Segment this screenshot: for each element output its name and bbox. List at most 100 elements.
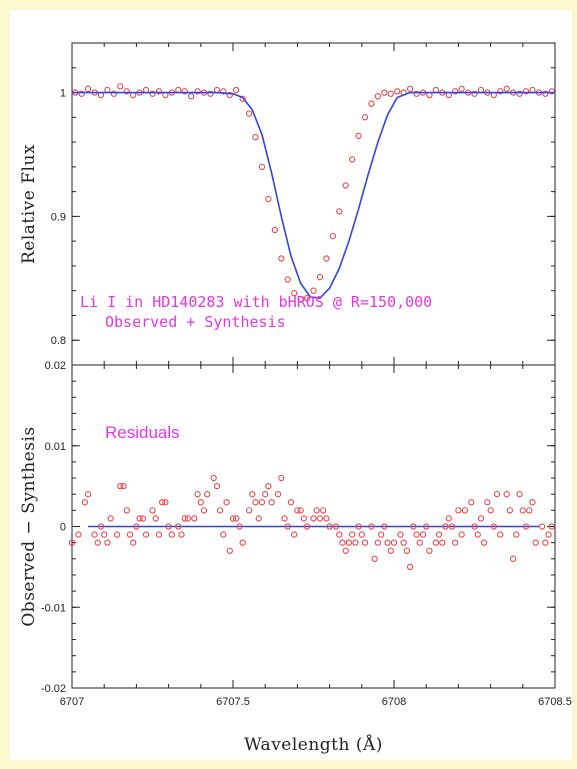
top-observed-point (336, 208, 343, 215)
top-observed-point (284, 276, 291, 283)
bottom-residuals-point (91, 531, 98, 538)
bottom-residuals-point (529, 499, 536, 506)
bottom-y-tick-label: 0 (60, 522, 66, 534)
top-observed-point (278, 255, 285, 262)
top-observed-point (155, 88, 163, 95)
bottom-residuals-point (265, 482, 272, 490)
bottom-residuals-point (387, 547, 394, 554)
top-observed-point (310, 287, 317, 294)
top-observed-point (233, 86, 240, 94)
bottom-residuals-point (390, 539, 398, 546)
bottom-residuals-point (245, 507, 253, 514)
bottom-residuals-point (123, 507, 130, 514)
top-observed-point (220, 88, 227, 95)
top-observed-point (181, 88, 188, 95)
bottom-residuals-point (506, 507, 514, 514)
bottom-residuals-point (284, 523, 291, 530)
bottom-residuals-point (213, 482, 221, 490)
bottom-residuals-point (368, 523, 375, 530)
top-observed-point (323, 255, 330, 262)
bottom-residuals-point (81, 499, 89, 506)
top-observed-point (149, 90, 156, 97)
bottom-residuals-point (442, 523, 449, 530)
bottom-residuals-point (278, 474, 285, 482)
bottom-residuals-point (406, 563, 414, 571)
bottom-residuals-point (320, 507, 327, 514)
bottom-residuals-point (262, 491, 269, 498)
bottom-residuals-point (313, 507, 320, 514)
top-observed-point (355, 132, 362, 140)
bottom-residuals-point (374, 539, 382, 546)
bottom-residuals-point (526, 507, 533, 514)
bottom-residuals-point (484, 499, 491, 506)
bottom-residuals-point (336, 531, 343, 538)
bottom-residuals-point (233, 515, 240, 522)
x-axis-label: Wavelength (Å) (244, 734, 383, 755)
bottom-y-tick-label: 0.01 (45, 441, 66, 453)
bottom-residuals-point (461, 507, 468, 514)
bottom-residuals-point (439, 539, 446, 546)
bottom-residuals-point (94, 539, 101, 546)
bottom-residuals-point (490, 523, 497, 530)
top-y-tick-label: 0.8 (51, 335, 66, 347)
top-observed-point (78, 90, 85, 97)
x-tick-label: 6708 (382, 696, 406, 708)
x-tick-label: 6708.5 (538, 696, 572, 708)
bottom-residuals-point (178, 531, 185, 538)
bottom-residuals-point (120, 482, 127, 490)
bottom-residuals-point (516, 491, 523, 498)
bottom-residuals-point (513, 531, 520, 538)
top-observed-point (329, 233, 336, 240)
bottom-residuals-point (493, 491, 501, 498)
bottom-residuals-point (291, 531, 298, 538)
bottom-residuals-point (162, 499, 169, 506)
bottom-residuals-point (159, 499, 166, 506)
top-observed-point (452, 88, 459, 95)
bottom-y-tick-label: 0.02 (45, 360, 66, 372)
bottom-residuals-point (181, 515, 188, 522)
top-observed-point (265, 195, 272, 203)
bottom-residuals-point (522, 523, 530, 530)
bottom-residuals-point (468, 499, 475, 506)
bottom-residuals-point (216, 507, 224, 514)
bottom-residuals-point (342, 547, 349, 554)
bottom-residuals-point (474, 531, 481, 538)
bottom-residuals-point (339, 539, 346, 546)
bottom-residuals-point (136, 515, 143, 522)
bottom-residuals-point (226, 547, 233, 554)
top-y-axis-label: Relative Flux (19, 144, 39, 264)
bottom-residuals-point (155, 531, 163, 538)
top-observed-point (245, 110, 253, 117)
bottom-residuals-point (448, 523, 456, 530)
bottom-y-tick-label: -0.02 (41, 683, 66, 695)
bottom-residuals-point (532, 539, 539, 546)
bottom-residuals-point (107, 515, 114, 522)
top-observed-point (291, 290, 298, 297)
bottom-residuals-point (194, 491, 201, 498)
top-y-tick-label: 1 (60, 88, 66, 100)
bottom-residuals-point (326, 523, 333, 530)
bottom-residuals-point (377, 531, 385, 538)
bottom-residuals-point (294, 507, 301, 514)
bottom-residuals-point (223, 499, 230, 506)
top-observed-point (194, 88, 201, 95)
top-observed-point (342, 182, 349, 189)
bottom-residuals-point (236, 523, 243, 530)
bottom-residuals-point (548, 523, 555, 530)
bottom-residuals-point (175, 523, 182, 530)
top-synthesis-line (72, 91, 555, 299)
bottom-residuals-point (281, 515, 288, 522)
top-observed-point (316, 273, 324, 281)
bottom-residuals-point (519, 507, 526, 514)
bottom-residuals-point (323, 515, 330, 522)
bottom-residuals-point (229, 515, 237, 522)
bottom-residuals-point (210, 474, 217, 482)
bottom-residuals-point (452, 539, 459, 546)
top-observed-point (187, 93, 195, 100)
bottom-residuals-point (416, 539, 423, 546)
top-observed-point (348, 156, 356, 163)
top-observed-point (394, 88, 401, 95)
bottom-residuals-point (355, 523, 362, 530)
bottom-residuals-point (471, 523, 478, 530)
